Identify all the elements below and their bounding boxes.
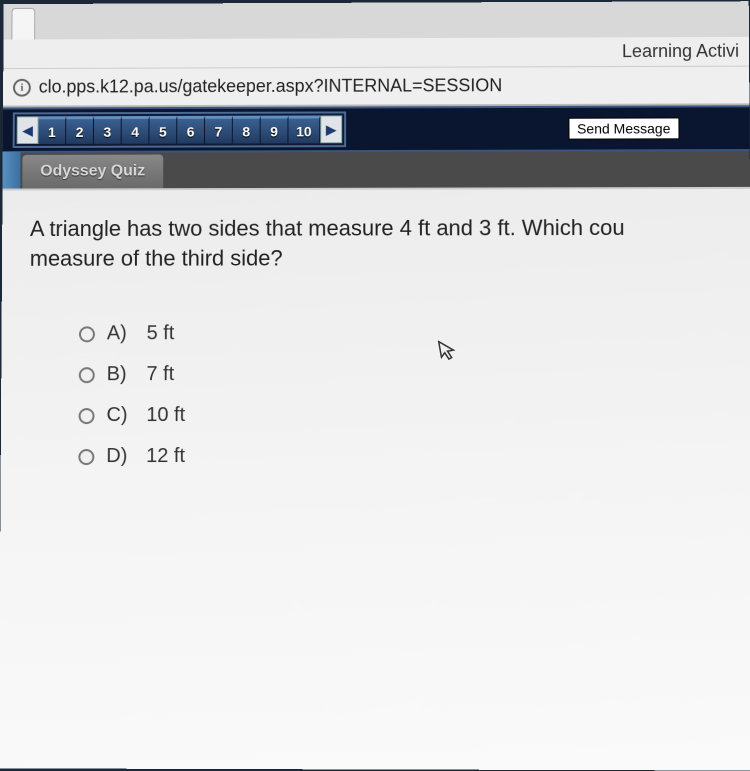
answer-list: A) 5 ft B) 7 ft C) 10 ft D) 12 ft xyxy=(78,322,723,468)
answer-text: 5 ft xyxy=(147,323,175,346)
question-number-3[interactable]: 3 xyxy=(94,116,122,144)
send-message-button[interactable]: Send Message xyxy=(568,117,679,139)
url-bar[interactable]: i clo.pps.k12.pa.us/gatekeeper.aspx?INTE… xyxy=(3,67,749,107)
browser-tab[interactable] xyxy=(11,8,35,40)
radio-c[interactable] xyxy=(79,408,95,424)
answer-option-a[interactable]: A) 5 ft xyxy=(79,322,723,346)
question-number-4[interactable]: 4 xyxy=(122,116,150,144)
url-text: clo.pps.k12.pa.us/gatekeeper.aspx?INTERN… xyxy=(39,75,503,97)
question-line-2: measure of the third side? xyxy=(30,245,283,270)
question-text: A triangle has two sides that measure 4 … xyxy=(30,213,723,273)
next-question-button[interactable]: ▶ xyxy=(320,115,342,143)
prev-question-button[interactable]: ◀ xyxy=(17,116,39,144)
answer-letter: A) xyxy=(107,323,135,346)
question-number-2[interactable]: 2 xyxy=(66,116,94,144)
answer-letter: B) xyxy=(107,364,135,387)
quiz-content-panel: A triangle has two sides that measure 4 … xyxy=(0,187,750,771)
question-number-7[interactable]: 7 xyxy=(205,116,233,144)
question-nav-strip: ◀ 1 2 3 4 5 6 7 8 9 10 ▶ xyxy=(13,111,346,148)
quiz-tab[interactable]: Odyssey Quiz xyxy=(22,155,163,189)
quiz-tab-row: Odyssey Quiz xyxy=(2,151,749,189)
question-line-1: A triangle has two sides that measure 4 … xyxy=(30,215,625,241)
tab-bar xyxy=(3,1,748,39)
browser-chrome: Learning Activi i clo.pps.k12.pa.us/gate… xyxy=(3,1,749,107)
question-number-1[interactable]: 1 xyxy=(38,116,66,144)
answer-text: 12 ft xyxy=(146,445,185,468)
question-number-9[interactable]: 9 xyxy=(261,116,289,144)
title-row: Learning Activi xyxy=(3,37,749,69)
site-info-icon[interactable]: i xyxy=(13,78,31,96)
answer-text: 7 ft xyxy=(146,364,174,387)
radio-b[interactable] xyxy=(79,367,95,383)
answer-letter: C) xyxy=(106,404,134,427)
answer-option-d[interactable]: D) 12 ft xyxy=(78,445,723,468)
question-number-10[interactable]: 10 xyxy=(288,115,320,143)
radio-a[interactable] xyxy=(79,326,95,342)
question-number-5[interactable]: 5 xyxy=(149,116,177,144)
question-number-6[interactable]: 6 xyxy=(177,116,205,144)
quiz-navigation-bar: ◀ 1 2 3 4 5 6 7 8 9 10 ▶ Send Message xyxy=(3,105,750,153)
answer-text: 10 ft xyxy=(146,404,185,427)
answer-letter: D) xyxy=(106,445,134,468)
answer-option-b[interactable]: B) 7 ft xyxy=(79,363,723,386)
page-title-right: Learning Activi xyxy=(622,41,739,61)
answer-option-c[interactable]: C) 10 ft xyxy=(79,404,724,427)
question-number-8[interactable]: 8 xyxy=(233,116,261,144)
radio-d[interactable] xyxy=(78,449,94,465)
